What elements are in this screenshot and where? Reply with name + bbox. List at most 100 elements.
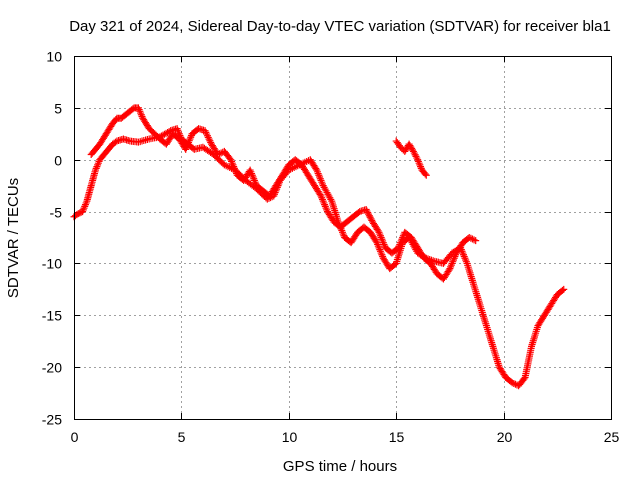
data-point-track-b-fill [376, 230, 384, 238]
data-point-track-b-fill [321, 201, 329, 209]
data-point-track-a [91, 166, 99, 174]
data-point-track-a-fill [459, 249, 467, 257]
data-point-track-c [409, 147, 417, 155]
data-point-track-a-fill [93, 163, 101, 171]
data-point-track-a-fill [510, 379, 518, 387]
data-point-track-a-fill [112, 138, 120, 146]
data-point-track-c-fill [410, 149, 418, 157]
data-point-track-b-fill [449, 256, 457, 264]
data-point-track-b-fill [318, 194, 326, 202]
data-point-track-c-fill [416, 161, 424, 169]
data-point-track-a-fill [316, 175, 324, 183]
data-point-track-b-fill [366, 213, 374, 221]
data-point-track-a-fill [92, 164, 100, 172]
data-point-track-b-fill [250, 175, 258, 183]
data-point-track-a [508, 379, 516, 387]
data-point-track-b-fill [248, 171, 256, 179]
data-point-track-b-fill [445, 266, 453, 274]
data-point-track-b-fill [379, 239, 387, 247]
data-point-track-b [227, 156, 235, 164]
data-point-track-b [182, 145, 190, 153]
data-point-track-b-fill [380, 240, 388, 248]
data-point-track-b-fill [186, 135, 194, 143]
data-point-track-a-fill [558, 286, 566, 294]
data-point-track-a-fill [460, 253, 468, 261]
data-point-track-a-fill [81, 201, 89, 209]
data-point-track-b-fill [247, 168, 255, 176]
data-point-track-b-fill [318, 195, 326, 203]
data-point-track-b [472, 237, 480, 245]
data-point-track-a-fill [94, 161, 102, 169]
data-point-track-b-fill [452, 251, 460, 259]
data-point-track-c [414, 156, 422, 164]
data-point-track-b-fill [397, 237, 405, 245]
y-tick-label: -25 [42, 412, 62, 428]
data-point-track-a-fill [312, 165, 320, 173]
data-point-track-a-fill [314, 170, 322, 178]
data-point-track-b-fill [202, 128, 210, 136]
data-point-track-b-fill [365, 212, 373, 220]
data-point-track-a-fill [79, 206, 87, 214]
data-point-track-b [201, 127, 209, 135]
y-tick-label: 10 [46, 49, 62, 65]
data-point-track-b-fill [136, 107, 144, 115]
data-point-track-a-fill [327, 195, 335, 203]
data-point-track-a-fill [339, 228, 346, 236]
data-point-track-b-fill [379, 237, 387, 245]
data-point-track-b [446, 265, 454, 273]
data-point-track-c-fill [421, 170, 429, 178]
data-point-track-b-fill [447, 261, 455, 269]
y-tick-label: -10 [42, 256, 62, 272]
data-point-track-b-fill [203, 130, 211, 138]
data-point-track-b-fill [231, 166, 239, 174]
data-point-track-a-fill [313, 168, 321, 176]
data-point-track-b-fill [182, 144, 190, 152]
x-tick-label: 5 [178, 429, 186, 445]
data-point-track-a-fill [379, 253, 387, 261]
y-tick-label: -5 [50, 205, 63, 221]
data-point-track-b-fill [229, 161, 237, 169]
data-point-track-a-fill [376, 247, 384, 255]
data-point-track-a-fill [318, 180, 326, 188]
data-point-track-b-fill [368, 216, 376, 224]
data-point-track-b-fill [395, 242, 403, 250]
x-tick-label: 10 [282, 429, 298, 445]
data-point-track-c-fill [413, 154, 421, 162]
data-point-track-c-fill [414, 157, 422, 165]
data-point-track-b [465, 234, 473, 241]
data-point-track-a-fill [315, 171, 323, 179]
data-point-track-b-fill [398, 235, 406, 243]
data-point-track-b-fill [228, 157, 236, 165]
data-point-track-a-fill [460, 251, 468, 259]
data-point-track-b-fill [230, 163, 238, 171]
data-point-track-b [375, 228, 383, 236]
data-point-track-b [134, 104, 142, 112]
data-point-track-a-fill [165, 128, 173, 136]
data-point-track-b-fill [468, 235, 476, 243]
data-point-track-b [317, 192, 325, 200]
data-point-track-b-fill [320, 199, 328, 207]
data-point-track-b-fill [185, 137, 193, 145]
data-point-track-b-fill [184, 140, 192, 148]
data-point-track-a-fill [376, 246, 384, 254]
data-point-track-a-fill [372, 237, 380, 245]
data-point-track-b [362, 205, 370, 213]
data-point-track-c-fill [409, 146, 417, 154]
x-tick-label: 25 [604, 429, 620, 445]
data-point-track-a-fill [82, 199, 90, 207]
data-point-track-b-fill [319, 197, 327, 205]
x-tick-label: 0 [71, 429, 79, 445]
data-point-track-b-fill [137, 109, 145, 117]
data-point-track-b-fill [249, 173, 257, 181]
data-point-track-b-fill [204, 133, 212, 141]
data-point-track-a [373, 239, 381, 247]
data-point-track-b-fill [316, 191, 324, 199]
data-point-track-b [214, 151, 222, 159]
data-point-track-b-fill [207, 138, 215, 146]
data-point-track-a-fill [377, 249, 385, 257]
data-point-track-a-fill [80, 204, 88, 212]
data-point-track-a [173, 125, 181, 133]
data-point-track-b-fill [232, 168, 240, 176]
data-point-track-b-fill [322, 204, 330, 212]
